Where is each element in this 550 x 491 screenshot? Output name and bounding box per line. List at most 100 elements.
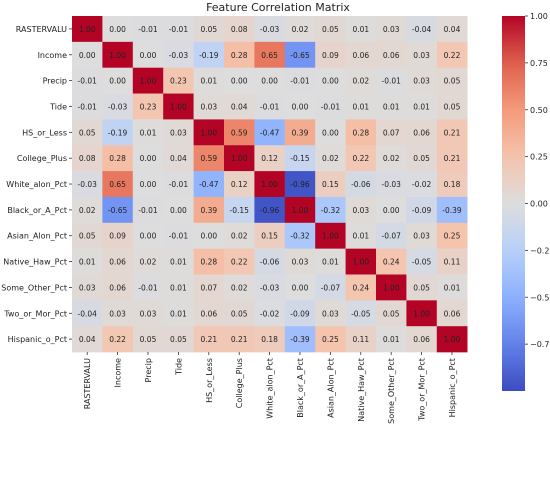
heatmap-cell: [284, 171, 316, 198]
heatmap-cell: [163, 326, 194, 353]
heatmap-cell: [284, 41, 316, 68]
heatmap-cell: [254, 41, 286, 68]
cell-value-label: 1.00: [109, 51, 126, 60]
column-label: Income: [114, 358, 123, 388]
row-label: Tide: [49, 102, 67, 111]
heatmap-cell: [72, 222, 103, 249]
heatmap-cell: [163, 67, 194, 94]
cell-value-label: 0.23: [170, 77, 187, 86]
cell-value-label: 0.59: [231, 128, 248, 137]
heatmap-cell: [224, 300, 255, 327]
heatmap-cell: [436, 300, 468, 327]
cell-value-label: 0.12: [261, 154, 278, 163]
heatmap-cell: [132, 248, 164, 275]
heatmap-cell: [72, 196, 103, 224]
heatmap-cell: [72, 248, 103, 275]
heatmap-cell: [376, 145, 407, 172]
cell-value-label: -0.01: [77, 77, 97, 86]
cell-value-label: 0.01: [170, 283, 187, 292]
heatmap-cell: [345, 326, 377, 353]
cell-value-label: 0.05: [170, 335, 187, 344]
heatmap-cell: [345, 222, 377, 249]
colorbar-gradient: [502, 16, 525, 391]
cell-value-label: -0.39: [442, 206, 462, 215]
cell-value-label: -0.19: [108, 128, 128, 137]
heatmap-cell: [102, 222, 134, 249]
cell-value-label: 0.28: [200, 258, 217, 267]
heatmap-cell: [132, 274, 164, 301]
cell-value-label: -0.19: [199, 51, 219, 60]
heatmap-cell: [254, 248, 286, 275]
cell-value-label: 0.25: [444, 232, 461, 241]
heatmap-cell: [193, 222, 225, 249]
cell-value-label: -0.07: [321, 283, 341, 292]
row-labels: RASTERVALU Income Precip Tide HS_or_Less Coll…: [1, 25, 72, 344]
heatmap-cell: [254, 196, 286, 224]
cell-value-label: -0.01: [169, 232, 189, 241]
heatmap-cell: [345, 300, 377, 327]
heatmap-cell: [163, 41, 194, 68]
heatmap-cell: [102, 274, 134, 301]
cell-value-label: -0.03: [381, 180, 401, 189]
cell-value-label: 0.59: [200, 154, 217, 163]
cell-value-label: 1.00: [231, 154, 248, 163]
heatmap-cell: [72, 93, 103, 120]
cell-value-label: -0.01: [138, 206, 158, 215]
heatmap-cell: [193, 274, 225, 301]
cell-value-label: -0.15: [290, 154, 310, 163]
heatmap-cell: [315, 41, 346, 68]
row-label: RASTERVALU: [16, 25, 67, 34]
heatmap-cell: [72, 326, 103, 353]
cell-value-label: -0.96: [260, 206, 280, 215]
cell-value-label: -0.01: [381, 77, 401, 86]
heatmap-cell: [163, 300, 194, 327]
heatmap-cell: [376, 274, 407, 301]
heatmap-cell: [224, 171, 255, 198]
heatmap-cell: [345, 16, 377, 43]
cell-value-label: 0.21: [444, 154, 461, 163]
heatmap-cell: [193, 248, 225, 275]
cell-value-label: 0.11: [444, 258, 461, 267]
heatmap-cell: [406, 222, 438, 249]
row-label: College_Plus: [17, 154, 67, 163]
cell-value-label: 0.02: [231, 232, 248, 241]
heatmap-cell: [224, 67, 255, 94]
cell-value-label: -0.32: [321, 206, 341, 215]
heatmap-cell: [72, 300, 103, 327]
cell-value-label: 0.65: [261, 51, 278, 60]
heatmap-cell: [132, 300, 164, 327]
row-label: Two_or_Mor_Pct: [3, 309, 67, 318]
cell-value-label: 0.00: [140, 180, 157, 189]
cell-value-label: 0.39: [200, 206, 217, 215]
heatmap-cell: [284, 300, 316, 327]
heatmap-cell: [163, 171, 194, 198]
column-label: HS_or_Less: [205, 358, 214, 403]
heatmap-cell: [406, 145, 438, 172]
cell-value-label: 0.05: [383, 309, 400, 318]
cell-value-label: -0.06: [351, 180, 371, 189]
cell-value-label: 1.00: [170, 102, 187, 111]
cell-value-label: 1.00: [261, 180, 278, 189]
cell-value-label: 0.03: [352, 206, 369, 215]
cell-value-label: -0.01: [138, 283, 158, 292]
cell-value-label: 0.07: [383, 128, 400, 137]
heatmap-cell: [102, 196, 134, 224]
heatmap-cell: [193, 119, 225, 146]
cell-value-label: 0.18: [261, 335, 278, 344]
cell-value-label: 0.05: [444, 77, 461, 86]
heatmap-cell: [345, 248, 377, 275]
cell-value-label: -0.01: [169, 25, 189, 34]
cell-value-label: -0.02: [412, 180, 432, 189]
colorbar-tick-label: 0.00: [530, 200, 548, 209]
cell-value-label: 0.00: [170, 206, 187, 215]
heatmap-cell: [254, 274, 286, 301]
heatmap-cell: [224, 222, 255, 249]
column-label: Hispanic_o_Pct: [448, 358, 457, 417]
row-label: Native_Haw_Pct: [3, 258, 67, 267]
cell-value-label: 0.02: [322, 154, 339, 163]
cell-value-label: -0.05: [351, 309, 371, 318]
cell-value-label: 1.00: [444, 335, 461, 344]
cell-value-label: 0.05: [322, 25, 339, 34]
heatmap-cell: [224, 196, 255, 224]
